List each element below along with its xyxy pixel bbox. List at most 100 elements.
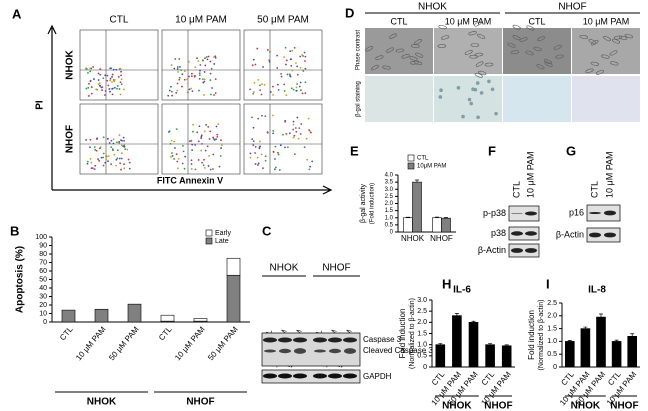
cell <box>382 65 391 70</box>
bar <box>160 314 175 322</box>
blue-cell <box>439 88 443 92</box>
cell <box>411 44 420 48</box>
flow-dot <box>254 63 257 66</box>
flow-dot <box>191 149 194 152</box>
cell <box>610 61 619 66</box>
cell <box>611 38 621 44</box>
flow-dot <box>256 47 259 50</box>
y-tick-label: 0 <box>553 364 557 371</box>
error-bar <box>438 343 443 345</box>
flow-dot <box>119 162 122 165</box>
flow-dot <box>186 78 188 81</box>
flow-dot <box>120 83 123 85</box>
band <box>589 212 601 214</box>
legend-label: CTL <box>417 156 429 162</box>
flow-dot <box>266 49 269 51</box>
blue-cell <box>438 95 443 99</box>
flow-dot <box>112 138 115 141</box>
chart-title: IL-8 <box>588 285 606 296</box>
cell <box>395 48 405 53</box>
y-tick-label: 0.5 <box>385 222 394 228</box>
flow-dot <box>116 141 118 144</box>
band-label: Cleaved Caspase 3 <box>363 346 433 355</box>
lane-label: 10 μM PAM <box>604 151 614 198</box>
flow-dot <box>285 94 288 97</box>
flow-dot <box>277 153 280 156</box>
flow-dot <box>260 114 263 117</box>
flow-dot <box>99 68 102 71</box>
flow-dot <box>207 55 210 58</box>
flow-dot <box>293 153 296 156</box>
flow-dot <box>197 159 200 161</box>
flow-dot <box>304 81 307 84</box>
bar <box>441 217 451 233</box>
flow-dot <box>111 76 113 78</box>
flow-dot <box>116 85 119 87</box>
flow-dot <box>111 87 114 90</box>
flow-dot <box>303 51 306 54</box>
flow-dot <box>117 76 120 78</box>
x-tick-label: 50 μM PAM <box>206 325 240 363</box>
bar <box>432 217 442 233</box>
flow-dot <box>174 58 177 60</box>
flow-dot <box>89 80 92 83</box>
flow-plot <box>243 29 323 101</box>
flow-dot <box>213 139 216 141</box>
flow-dot <box>124 148 127 151</box>
flow-dot <box>260 93 263 96</box>
flow-dot <box>290 64 293 67</box>
stain-image <box>503 76 571 122</box>
cell <box>603 35 611 42</box>
band <box>313 373 327 379</box>
flow-dot <box>215 138 217 141</box>
flow-dot <box>190 87 193 90</box>
flow-dot <box>109 90 111 93</box>
bar <box>596 316 606 368</box>
flow-dot <box>203 80 206 83</box>
error-bar <box>454 313 459 316</box>
flow-dot <box>176 89 179 92</box>
flow-dot <box>190 75 193 78</box>
flow-dot <box>100 156 103 159</box>
bar <box>452 315 462 368</box>
flow-dot <box>209 93 212 96</box>
cell <box>555 54 564 59</box>
y-tick-label: 2.0 <box>417 319 427 326</box>
panel-label: F <box>488 143 496 158</box>
flow-dot <box>302 70 305 72</box>
flow-dot <box>285 63 287 66</box>
flow-dot <box>85 87 88 90</box>
flow-dot <box>296 83 299 85</box>
band-label: Caspase 3 <box>363 335 402 344</box>
error-bar <box>630 333 635 337</box>
flow-dot <box>123 145 126 148</box>
cell <box>469 54 478 59</box>
flow-dot <box>175 153 178 156</box>
flow-dot <box>104 90 107 92</box>
flow-dot <box>90 161 93 164</box>
cell <box>413 60 423 65</box>
flow-dot <box>171 152 173 154</box>
cell <box>585 68 594 73</box>
flow-dot <box>304 67 307 70</box>
y-tick-label: 10 <box>39 310 47 317</box>
flow-dot <box>106 74 109 77</box>
flow-dot <box>116 157 119 160</box>
group-label: NHOK <box>442 401 472 411</box>
flow-dot <box>254 146 257 148</box>
flow-dot <box>211 87 213 89</box>
band <box>293 337 307 343</box>
flow-dot <box>283 83 286 86</box>
cell <box>510 50 520 55</box>
band <box>343 337 357 343</box>
flow-dot <box>104 161 107 164</box>
flow-dot <box>87 72 89 74</box>
flow-dot <box>85 139 87 141</box>
y-tick-label: 2.5 <box>417 308 427 315</box>
band <box>604 232 616 238</box>
y-tick-label: 0 <box>390 230 394 236</box>
flow-dot <box>280 75 283 78</box>
flow-dot <box>296 73 299 76</box>
flow-dot <box>89 70 92 73</box>
flow-dot <box>264 159 267 162</box>
